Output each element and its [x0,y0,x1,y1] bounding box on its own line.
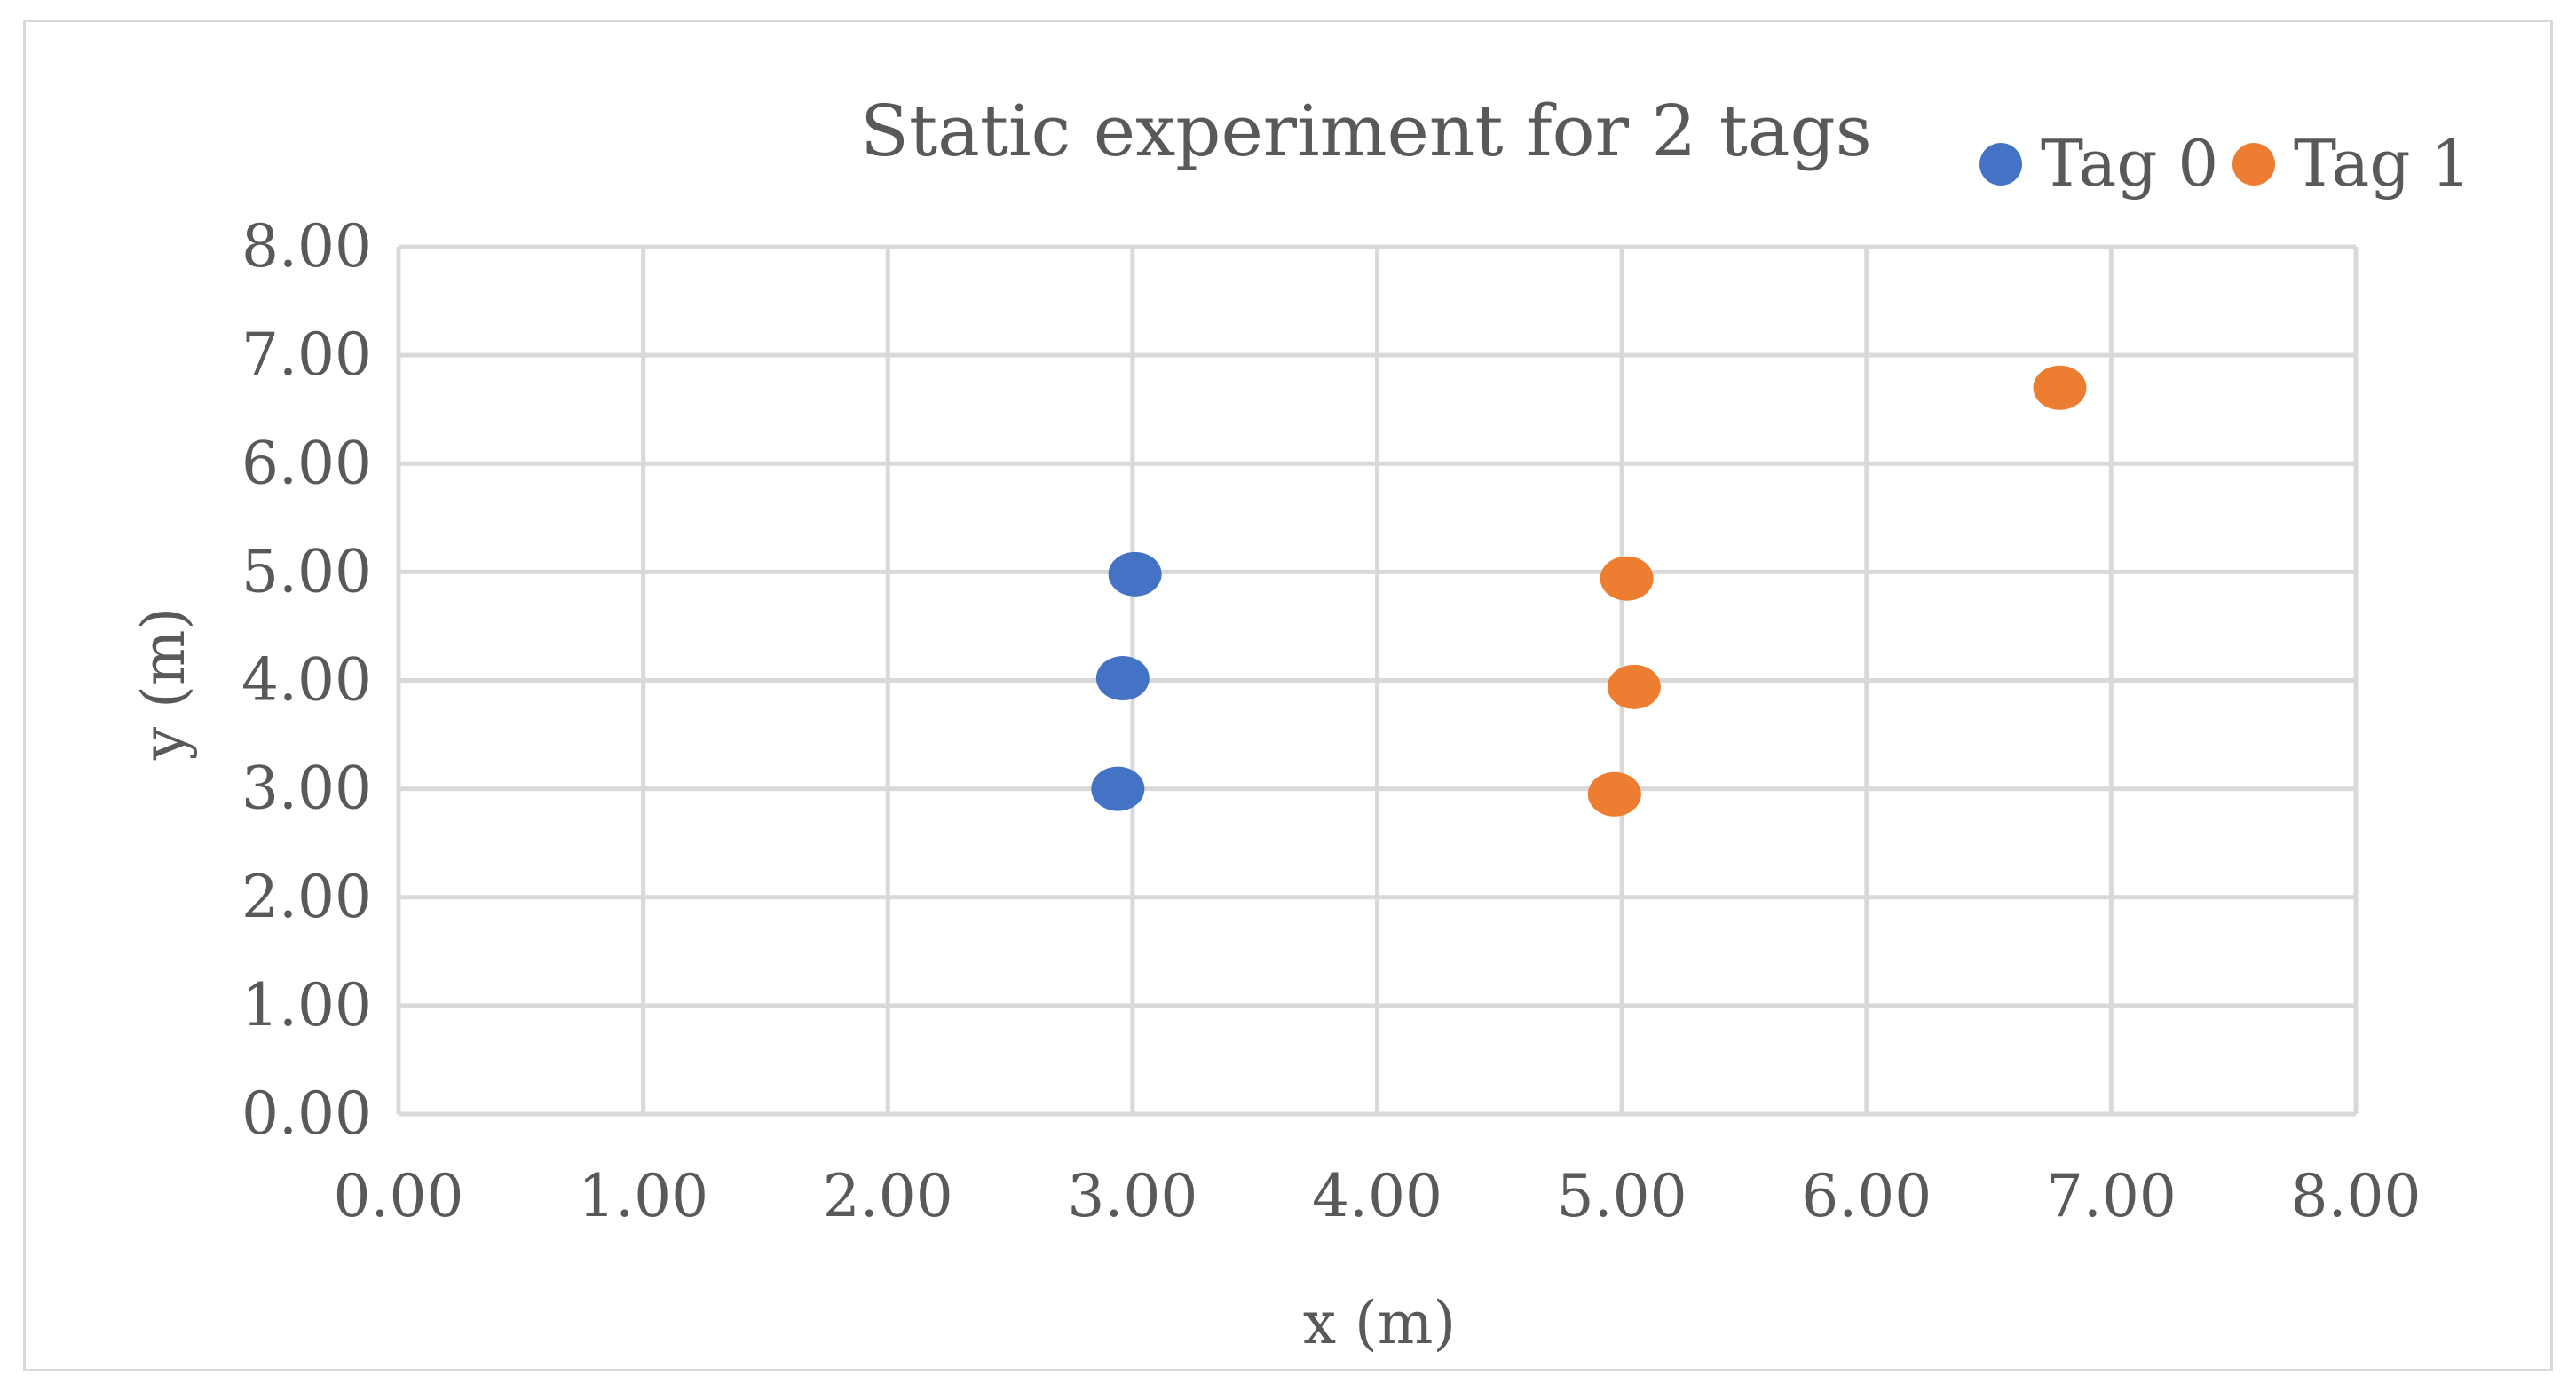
legend-item: Tag 0 [1979,126,2218,201]
x-tick-label: 2.00 [823,1162,953,1230]
y-tick-label: 8.00 [241,212,372,281]
x-tick-label: 5.00 [1557,1162,1687,1230]
legend-marker [2232,143,2275,186]
x-tick-label: 8.00 [2291,1162,2422,1230]
x-tick-label: 4.00 [1312,1162,1442,1230]
x-tick-label: 6.00 [1801,1162,1932,1230]
y-axis-ticks: 0.00 1.00 2.00 3.00 4.00 5.00 6.00 7.00 8.00 [241,212,372,1148]
legend-label: Tag 0 [2041,126,2218,201]
y-axis-title: y (m) [130,607,198,761]
chart-frame: Static experiment for 2 tags 0.00 1.00 2.0… [23,20,2553,1371]
x-axis-title: x (m) [1303,1289,1456,1357]
data-point [2033,365,2087,410]
data-point [1600,556,1654,601]
data-point [1587,771,1641,817]
x-axis-ticks: 0.00 1.00 2.00 3.00 4.00 5.00 6.00 7.00 8.00 [334,1162,2422,1230]
series-tag-1 [1587,365,2087,817]
legend-marker [1979,143,2022,186]
data-points [1091,365,2087,817]
x-tick-label: 0.00 [334,1162,464,1230]
scatter-chart: Static experiment for 2 tags 0.00 1.00 2.0… [130,90,2471,1357]
x-tick-label: 7.00 [2046,1162,2177,1230]
series-tag-0 [1091,551,1162,811]
y-tick-label: 6.00 [241,429,372,497]
chart-title: Static experiment for 2 tags [860,90,1872,172]
y-tick-label: 3.00 [241,755,372,823]
data-point [1095,656,1150,701]
data-point [1108,551,1162,597]
y-tick-label: 1.00 [241,971,372,1039]
legend-item: Tag 1 [2232,126,2471,201]
legend-label: Tag 1 [2294,126,2471,201]
y-tick-label: 7.00 [241,320,372,389]
x-tick-label: 1.00 [578,1162,708,1230]
y-tick-label: 5.00 [241,537,372,605]
y-tick-label: 4.00 [241,646,372,715]
data-point [1091,766,1145,811]
data-point [1607,664,1661,709]
y-tick-label: 0.00 [241,1079,372,1148]
legend: Tag 0 Tag 1 [1979,126,2471,201]
y-tick-label: 2.00 [241,863,372,931]
x-tick-label: 3.00 [1067,1162,1197,1230]
